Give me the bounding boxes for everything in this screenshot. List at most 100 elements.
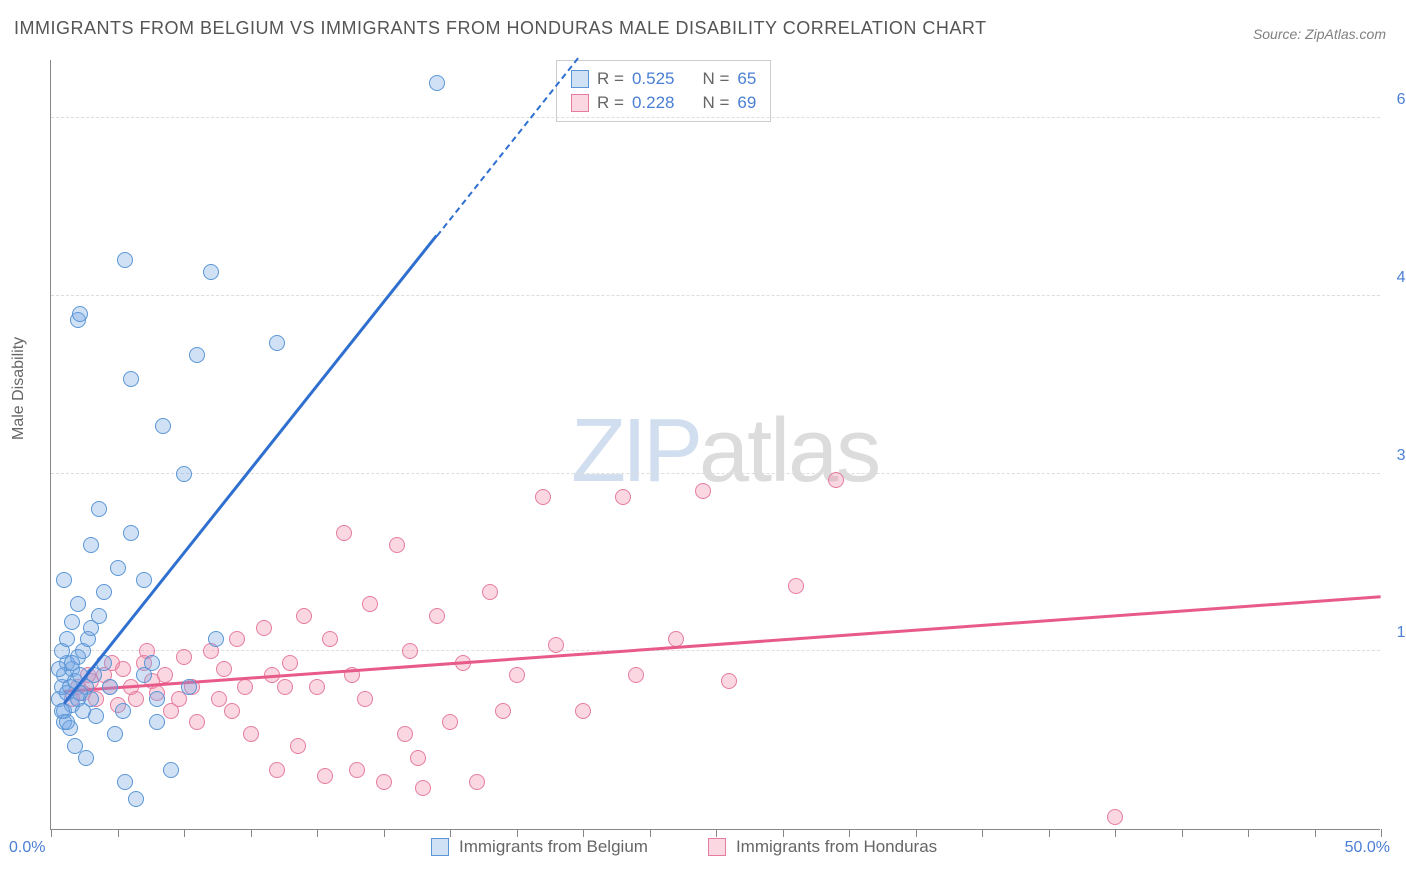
data-point-belgium [176,466,192,482]
x-tick [517,829,518,837]
data-point-honduras [1107,809,1123,825]
data-point-honduras [256,620,272,636]
data-point-honduras [788,578,804,594]
source-attribution: Source: ZipAtlas.com [1253,26,1386,42]
n-label: N = [702,93,729,113]
data-point-honduras [469,774,485,790]
data-point-belgium [163,762,179,778]
data-point-honduras [442,714,458,730]
x-tick [1115,829,1116,837]
data-point-belgium [136,572,152,588]
data-point-honduras [828,472,844,488]
y-tick-label: 60.0% [1397,91,1406,109]
data-point-honduras [317,768,333,784]
data-point-belgium [88,708,104,724]
data-point-belgium [64,614,80,630]
x-tick [1248,829,1249,837]
data-point-honduras [309,679,325,695]
scatter-plot-area: ZIPatlas R = 0.525 N = 65 R = 0.228 N = … [50,60,1380,830]
x-tick [1049,829,1050,837]
x-tick [783,829,784,837]
x-axis-min-label: 0.0% [9,839,45,857]
honduras-n-value: 69 [737,93,756,113]
gridline-h [51,295,1380,296]
data-point-belgium [59,631,75,647]
data-point-belgium [189,347,205,363]
y-tick-label: 30.0% [1397,447,1406,465]
data-point-honduras [389,537,405,553]
data-point-belgium [208,631,224,647]
r-label: R = [597,93,624,113]
chart-title: IMMIGRANTS FROM BELGIUM VS IMMIGRANTS FR… [14,18,987,39]
data-point-honduras [397,726,413,742]
x-tick [1182,829,1183,837]
data-point-honduras [216,661,232,677]
watermark: ZIPatlas [571,400,879,503]
data-point-honduras [296,608,312,624]
data-point-honduras [695,483,711,499]
data-point-belgium [123,525,139,541]
belgium-r-value: 0.525 [632,69,675,89]
data-point-honduras [415,780,431,796]
swatch-belgium [431,838,449,856]
data-point-belgium [149,691,165,707]
data-point-honduras [189,714,205,730]
data-point-honduras [224,703,240,719]
data-point-honduras [362,596,378,612]
data-point-honduras [376,774,392,790]
data-point-honduras [575,703,591,719]
data-point-belgium [91,608,107,624]
legend-item-belgium: Immigrants from Belgium [431,837,648,857]
x-tick [916,829,917,837]
x-tick [184,829,185,837]
watermark-atlas: atlas [699,401,879,501]
data-point-honduras [495,703,511,719]
legend-label-honduras: Immigrants from Honduras [736,837,937,857]
gridline-h [51,473,1380,474]
data-point-honduras [243,726,259,742]
gridline-h [51,650,1380,651]
data-point-honduras [269,762,285,778]
honduras-r-value: 0.228 [632,93,675,113]
data-point-belgium [102,679,118,695]
data-point-belgium [64,655,80,671]
data-point-belgium [110,560,126,576]
data-point-belgium [96,584,112,600]
legend-label-belgium: Immigrants from Belgium [459,837,648,857]
swatch-honduras [571,94,589,112]
x-tick [583,829,584,837]
data-point-honduras [402,643,418,659]
gridline-h [51,117,1380,118]
trend-line-belgium [63,235,437,704]
correlation-legend: R = 0.525 N = 65 R = 0.228 N = 69 [556,60,771,122]
y-axis-label: Male Disability [10,337,28,440]
data-point-belgium [181,679,197,695]
x-tick [650,829,651,837]
data-point-honduras [721,673,737,689]
data-point-belgium [128,791,144,807]
data-point-belgium [56,572,72,588]
data-point-honduras [322,631,338,647]
data-point-belgium [115,703,131,719]
data-point-honduras [628,667,644,683]
data-point-honduras [128,691,144,707]
x-tick [317,829,318,837]
belgium-n-value: 65 [737,69,756,89]
data-point-honduras [290,738,306,754]
data-point-belgium [117,774,133,790]
data-point-honduras [277,679,293,695]
watermark-zip: ZIP [571,401,699,501]
x-tick [716,829,717,837]
data-point-belgium [117,252,133,268]
data-point-belgium [123,371,139,387]
data-point-belgium [59,714,75,730]
data-point-honduras [535,489,551,505]
legend-row-belgium: R = 0.525 N = 65 [571,67,756,91]
x-tick [118,829,119,837]
x-tick [51,829,52,837]
data-point-honduras [429,608,445,624]
x-tick [450,829,451,837]
data-point-honduras [237,679,253,695]
data-point-belgium [155,418,171,434]
data-point-belgium [78,750,94,766]
